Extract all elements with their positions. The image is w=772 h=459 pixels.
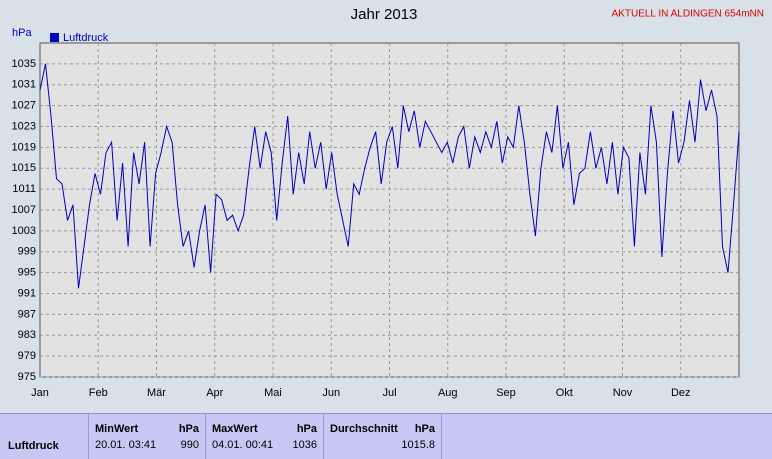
value: 1036 (292, 439, 317, 451)
value: 990 (180, 439, 199, 451)
col-unit: hPa (414, 423, 435, 435)
x-tick-label: Aug (438, 387, 458, 399)
y-tick-label: 1007 (12, 204, 36, 216)
line (39, 63, 740, 289)
x-tick-label: Mär (147, 387, 166, 399)
x-tick-label: Dez (671, 387, 691, 399)
chart: Jahr 2013 AKTUELL IN ALDINGEN 654mNN hPa… (12, 6, 764, 399)
col-title: MaxWert (212, 423, 258, 435)
y-tick-label: 1031 (12, 79, 36, 91)
chart-title: Jahr 2013 (351, 6, 418, 23)
row-header-cell: Luftdruck (0, 414, 89, 459)
x-tick-label: Apr (206, 387, 223, 399)
y-axis-label: hPa (12, 27, 32, 39)
y-tick-label: 999 (18, 246, 36, 258)
y-tick-label: 975 (18, 371, 36, 383)
y-tick-label: 1015 (12, 162, 36, 174)
y-tick-label: 979 (18, 350, 36, 362)
y-tick-label: 1023 (12, 120, 36, 132)
y-tick-label: 1011 (12, 183, 36, 195)
x-tick-label: Mai (264, 387, 282, 399)
row-header: Luftdruck (8, 440, 59, 452)
x-tick-label: Feb (89, 387, 108, 399)
col-unit: hPa (178, 423, 199, 435)
y-tick-label: 1003 (12, 225, 36, 237)
value: 1015.8 (401, 439, 435, 451)
max-cell: MaxWert hPa 04.01. 00:41 1036 (206, 414, 324, 459)
y-tick-label: 1035 (12, 58, 36, 70)
x-tick-label: Sep (496, 387, 516, 399)
stats-table: Luftdruck MinWert hPa 20.01. 03:41 990 M… (0, 413, 772, 459)
y-tick-label: 987 (18, 308, 36, 320)
y-tick-label: 1027 (12, 100, 36, 112)
legend-swatch (50, 33, 59, 42)
y-tick-label: 1019 (12, 141, 36, 153)
x-tick-label: Jul (382, 387, 396, 399)
time: 04.01. 00:41 (212, 439, 274, 451)
min-cell: MinWert hPa 20.01. 03:41 990 (89, 414, 206, 459)
col-title: Durchschnitt (330, 423, 398, 435)
x-tick-label: Okt (556, 387, 573, 399)
avg-cell: Durchschnitt hPa 1015.8 (324, 414, 442, 459)
annotation: AKTUELL IN ALDINGEN 654mNN (612, 9, 764, 20)
x-tick-label: Jun (322, 387, 340, 399)
y-tick-label: 995 (18, 267, 36, 279)
x-tick-label: Nov (613, 387, 633, 399)
x-tick-label: Jan (31, 387, 49, 399)
y-tick-label: 991 (18, 287, 36, 299)
col-title: MinWert (95, 423, 139, 435)
col-unit: hPa (296, 423, 317, 435)
time: 20.01. 03:41 (95, 439, 157, 451)
legend-label: Luftdruck (63, 32, 109, 44)
y-tick-label: 983 (18, 329, 36, 341)
